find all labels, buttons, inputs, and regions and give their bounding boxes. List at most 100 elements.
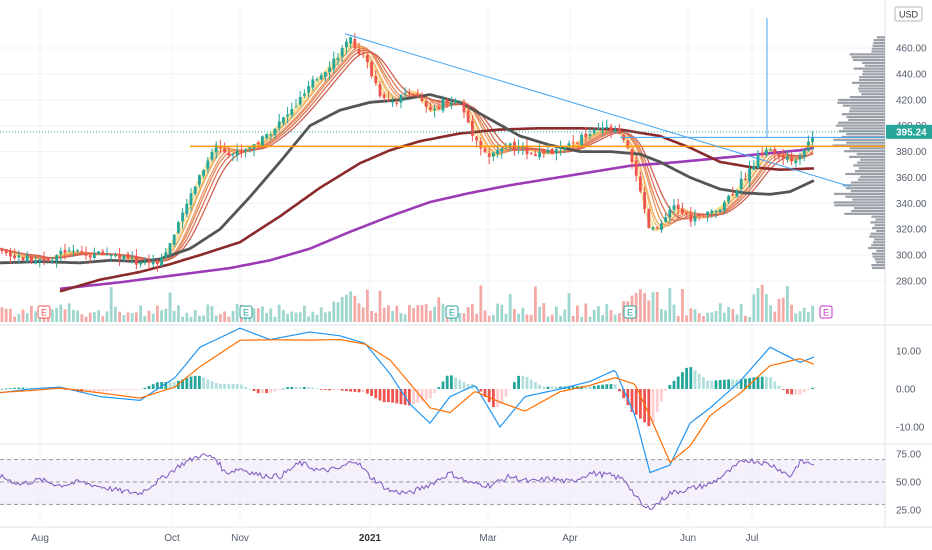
macd-histogram-bar <box>760 376 764 389</box>
profile-bar <box>858 87 885 90</box>
volume-bar <box>273 316 277 322</box>
candle-body <box>80 251 84 253</box>
volume-bar <box>609 309 613 322</box>
macd-histogram-bar <box>584 386 588 389</box>
profile-bar <box>842 184 885 187</box>
volume-bar <box>555 306 558 322</box>
volume-bar <box>109 287 113 322</box>
candle-body <box>387 99 390 101</box>
volume-bar <box>97 310 100 322</box>
profile-bar <box>858 167 885 170</box>
candle-body <box>811 137 814 143</box>
candle-body <box>59 250 63 255</box>
volume-bar <box>84 316 88 322</box>
price-tick-label: 440.00 <box>896 69 927 80</box>
macd-histogram-bar <box>445 375 449 389</box>
candle-body <box>189 193 193 206</box>
macd-histogram-bar <box>798 389 802 395</box>
macd-histogram-bar <box>748 377 751 389</box>
macd-histogram-bar <box>441 381 445 389</box>
candle-body <box>672 205 676 210</box>
volume-bar <box>496 303 499 322</box>
volume-bar <box>760 284 764 322</box>
axes: USD460.00440.00420.00400.00380.00360.003… <box>31 6 932 544</box>
macd-histogram-bar <box>546 386 550 389</box>
candle-body <box>298 96 302 105</box>
volume-bar <box>538 306 541 322</box>
candle-body <box>46 258 50 262</box>
macd-histogram-bar <box>630 389 634 412</box>
macd-histogram-bar <box>794 389 798 395</box>
profile-bar <box>850 189 885 193</box>
macd-histogram-bar <box>345 389 348 392</box>
profile-bar <box>862 61 885 65</box>
macd-histogram-bar <box>529 379 533 389</box>
macd-histogram-bar <box>147 385 151 389</box>
volume-bar <box>235 303 239 322</box>
candle-body <box>399 94 403 103</box>
volume-bar <box>433 306 436 322</box>
volume-bar <box>387 305 390 322</box>
profile-bar <box>873 39 885 42</box>
volume-bar <box>689 308 693 322</box>
profile-bar <box>850 181 885 184</box>
volume-bar <box>685 315 688 322</box>
volume-bar <box>651 292 655 322</box>
macd-histogram-bar <box>114 389 117 391</box>
candle-body <box>727 195 730 202</box>
earnings-marker-label: E <box>823 308 829 318</box>
macd-histogram-bar <box>164 381 168 389</box>
candle-body <box>618 128 621 134</box>
candle-body <box>592 129 596 134</box>
candle-body <box>76 249 79 251</box>
candle-body <box>315 79 319 81</box>
candle-body <box>647 209 651 228</box>
candle-body <box>286 114 289 117</box>
volume-bar <box>802 307 806 322</box>
macd-tick-label: 10.00 <box>896 347 921 358</box>
volume-bar <box>403 314 407 322</box>
candle-body <box>496 149 499 155</box>
volume-bar <box>765 294 768 322</box>
volume-bar <box>382 307 386 322</box>
volume-bar <box>193 310 197 322</box>
time-tick-label: Aug <box>31 533 49 544</box>
macd-histogram-bar <box>496 389 499 408</box>
profile-bar <box>868 246 885 250</box>
profile-bar <box>859 84 885 87</box>
earnings-marker-label: E <box>243 308 249 318</box>
volume-bar <box>781 297 785 322</box>
candle-body <box>794 160 798 164</box>
volume-bar <box>55 307 58 322</box>
macd-histogram-bar <box>210 381 214 389</box>
macd-histogram-bar <box>756 376 760 389</box>
macd-histogram-bar <box>202 377 205 389</box>
candle-body <box>685 212 688 214</box>
profile-bar <box>875 261 885 264</box>
profile-bar <box>844 212 885 215</box>
volume-bar <box>151 313 155 322</box>
candle-body <box>13 255 16 259</box>
volume-bar <box>647 300 651 322</box>
candle-body <box>294 106 298 108</box>
macd-histogram-bar <box>592 385 596 389</box>
volume-bar <box>336 302 340 322</box>
volume-bar <box>185 312 189 322</box>
macd-histogram-bar <box>685 367 688 389</box>
volume-bar <box>298 312 302 322</box>
volume-bar <box>391 310 394 322</box>
earnings-marker: E <box>819 305 833 319</box>
candle-body <box>508 143 512 146</box>
volume-bar <box>517 313 520 322</box>
volume-bar <box>25 313 29 322</box>
macd-histogram-bar <box>353 389 357 392</box>
profile-bar <box>874 224 885 227</box>
profile-bar <box>859 175 885 178</box>
volume-bar <box>571 316 575 322</box>
profile-bar <box>849 95 885 99</box>
macd-histogram-bar <box>269 389 273 393</box>
earnings-marker-label: E <box>41 308 47 318</box>
volume-bar <box>429 310 432 322</box>
